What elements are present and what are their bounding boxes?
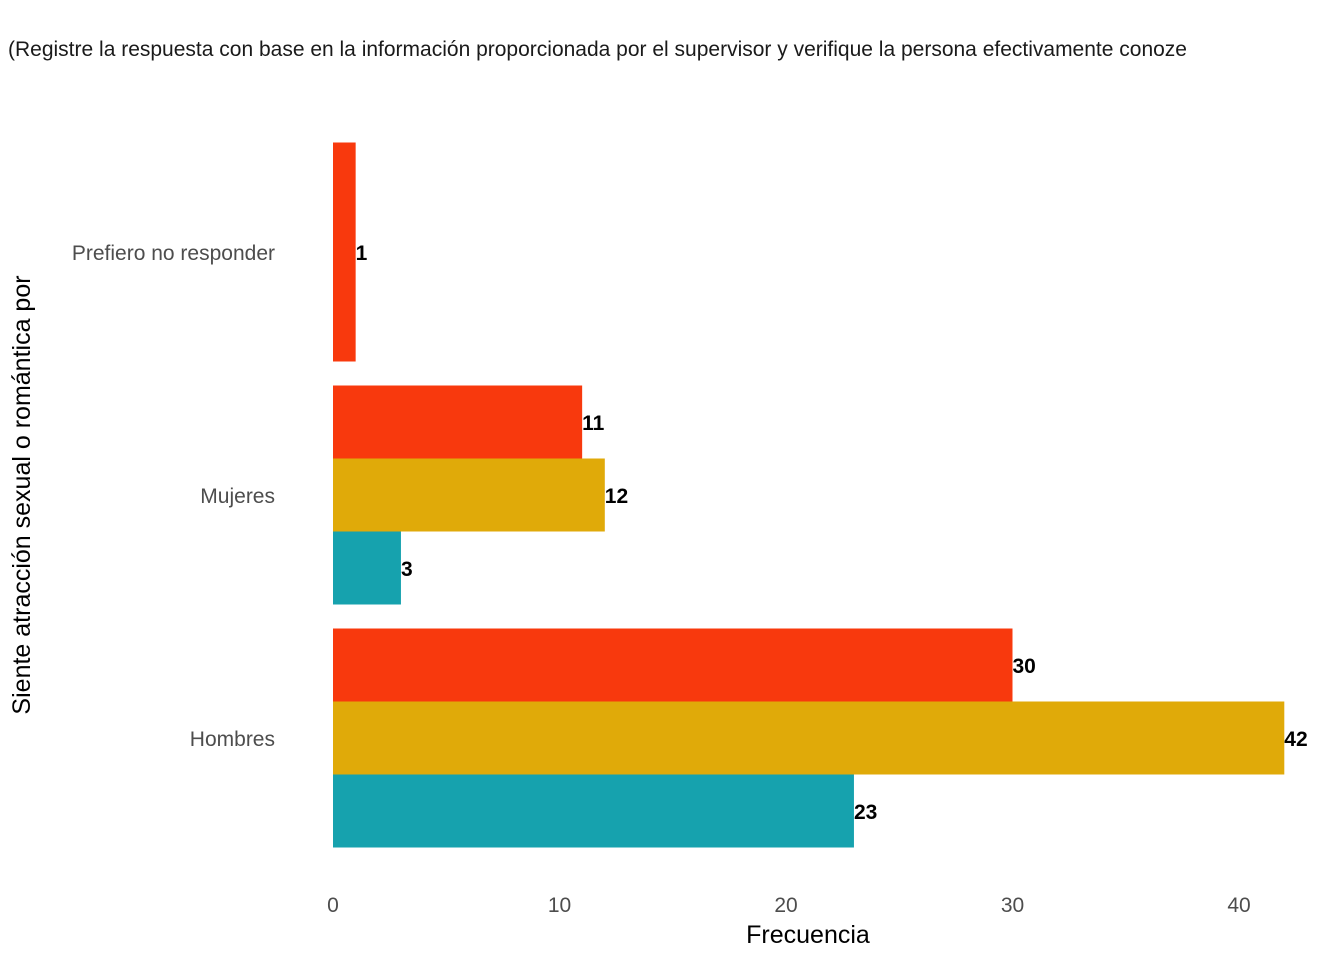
x-tick-label: 10 [548,894,571,917]
y-tick-label: Prefiero no responder [72,242,275,265]
bars-group [333,142,1285,848]
bar-value-label: 3 [401,558,413,581]
bar [333,458,605,532]
bar [333,385,583,459]
y-axis-tick-labels: Prefiero no responder Mujeres Hombres [72,242,275,751]
bar-value-label: 12 [605,485,628,508]
bar-value-label: 30 [1013,655,1036,678]
bar-value-label: 23 [854,801,877,824]
bar-value-label: 42 [1284,728,1307,751]
x-tick-label: 30 [1001,894,1024,917]
bar [333,531,401,605]
bar-value-label: 1 [356,242,368,265]
y-tick-label: Hombres [190,728,275,751]
x-tick-label: 20 [774,894,797,917]
bar [333,774,854,848]
y-axis-title: Siente atracción sexual o romántica por [8,275,36,714]
y-tick-label: Mujeres [200,485,275,508]
bar [333,142,356,362]
x-axis-title: Frecuencia [746,921,870,949]
bar [333,628,1013,702]
bar-value-label: 11 [582,412,605,435]
x-tick-label: 40 [1227,894,1250,917]
x-tick-label: 0 [327,894,339,917]
chart-subtitle: (Registre la respuesta con base en la in… [8,38,1187,61]
bar [333,701,1285,775]
x-axis-tick-labels: 0 10 20 30 40 [327,894,1251,917]
